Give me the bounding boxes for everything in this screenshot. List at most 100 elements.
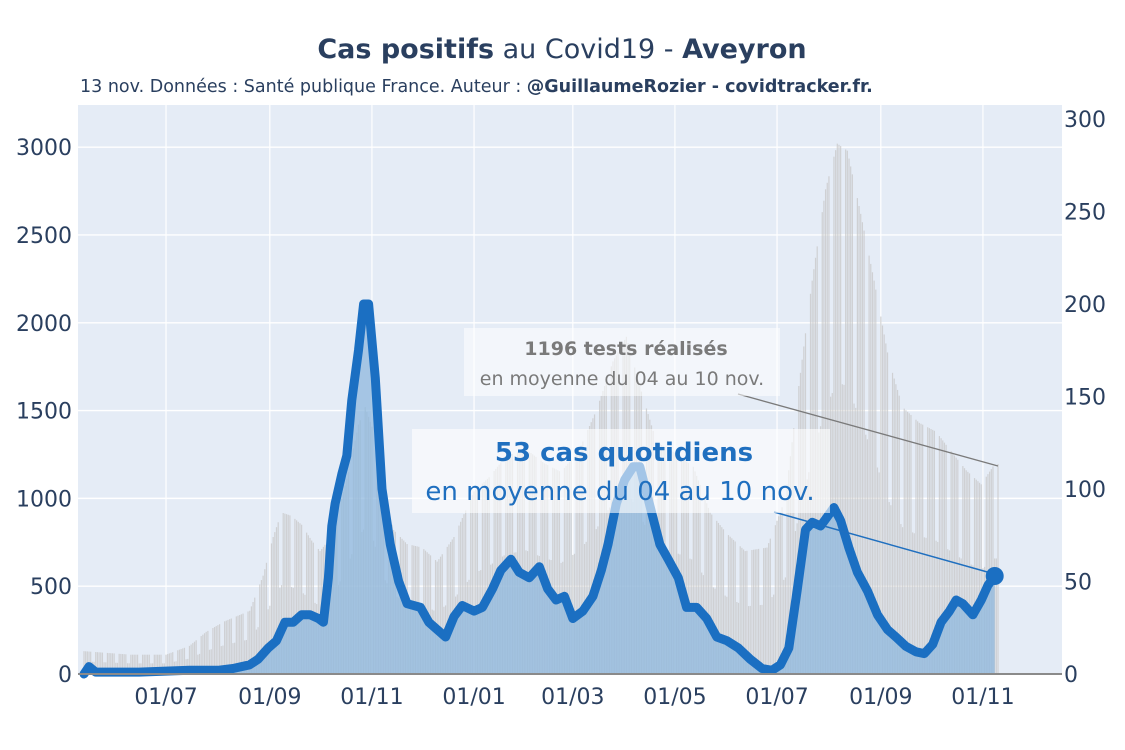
tests-bar: [155, 654, 157, 674]
tests-bar: [448, 544, 450, 674]
cases-annotation: 53 cas quotidiens en moyenne du 04 au 10…: [412, 429, 830, 513]
tests-bar: [98, 652, 100, 674]
tests-bar: [215, 626, 217, 674]
tests-bar: [890, 505, 892, 674]
tests-bar: [915, 419, 917, 674]
tests-bar: [121, 654, 124, 674]
tests-bar: [493, 470, 495, 674]
tests-bar: [602, 390, 604, 674]
tests-bar: [170, 652, 172, 674]
y-left-tick-label: 2500: [16, 224, 72, 249]
tests-bar: [752, 549, 755, 674]
tests-bar: [227, 619, 229, 674]
tests-bar: [208, 649, 211, 674]
tests-bar: [783, 579, 785, 674]
tests-bar: [893, 378, 895, 674]
tests-bar: [307, 535, 309, 674]
tests-bar: [943, 442, 946, 674]
tests-bar: [898, 395, 900, 674]
tests-bar: [937, 541, 939, 674]
tests-bar: [190, 644, 192, 674]
tests-bar: [749, 605, 751, 674]
tests-bar: [873, 280, 875, 674]
tests-bar: [210, 649, 212, 674]
tests-bar: [742, 549, 745, 674]
tests-bar: [488, 477, 490, 674]
tests-bar: [570, 459, 572, 674]
tests-bar: [285, 514, 288, 674]
tests-bar: [868, 255, 870, 674]
y-left-axis: 0 500 1000 1500 2000 2500 3000: [16, 136, 72, 688]
tests-bar: [475, 489, 477, 674]
tests-bar: [786, 484, 788, 674]
tests-bar: [552, 467, 554, 674]
tests-bar: [694, 471, 696, 674]
tests-bar: [101, 652, 104, 674]
tests-bar: [553, 468, 555, 674]
cases-leader-line: [773, 511, 999, 576]
tests-bar: [183, 647, 186, 674]
tests-bar: [578, 449, 581, 674]
tests-bar: [598, 400, 601, 674]
y-right-tick-label: 0: [1064, 663, 1078, 688]
tests-bar: [100, 652, 102, 674]
tests-bar: [876, 467, 879, 674]
tests-bar: [784, 577, 787, 674]
tests-bar: [118, 653, 120, 674]
tests-bar: [182, 648, 184, 674]
tests-bar: [461, 517, 463, 674]
tests-bar: [855, 407, 857, 674]
tests-bar: [165, 654, 167, 674]
tests-bar: [682, 459, 684, 674]
tests-bar: [751, 549, 753, 674]
tests-bar: [938, 436, 941, 674]
tests-bar: [309, 537, 311, 674]
tests-bar: [167, 654, 169, 674]
x-tick-label: 01/05: [643, 685, 706, 710]
y-left-tick-label: 500: [30, 575, 72, 600]
tests-bar: [853, 403, 855, 674]
tests-bar: [254, 597, 256, 674]
tests-bar: [799, 372, 802, 674]
tests-bar: [903, 408, 905, 674]
tests-bar: [289, 515, 291, 674]
x-tick-label: 01/11: [340, 685, 403, 710]
tests-bar: [225, 620, 227, 674]
tests-bar: [957, 459, 959, 674]
tests-bar: [247, 611, 249, 674]
tests-bar: [870, 263, 872, 674]
tests-bar: [778, 516, 780, 674]
tests-bar: [532, 454, 534, 674]
tests-bar: [866, 439, 869, 674]
tests-bar: [257, 627, 259, 674]
tests-bar: [207, 630, 209, 674]
tests-bar: [131, 654, 134, 674]
tests-bar: [264, 569, 266, 674]
tests-bar: [828, 176, 830, 675]
tests-bar: [575, 453, 577, 674]
tests-bar: [250, 606, 253, 674]
tests-bar: [528, 451, 530, 674]
tests-bar: [888, 502, 890, 674]
tests-bar: [458, 525, 460, 674]
tests-bar: [764, 547, 766, 674]
tests-bar: [878, 472, 880, 674]
tests-bar: [761, 604, 763, 674]
tests-bar: [901, 527, 904, 674]
tests-bar: [237, 615, 239, 674]
tests-bar: [793, 428, 795, 674]
tests-bar: [953, 455, 956, 674]
x-tick-label: 01/09: [849, 685, 912, 710]
tests-bar: [441, 554, 443, 674]
tests-bar: [773, 594, 775, 674]
tests-bar: [917, 421, 919, 674]
tests-bar: [255, 629, 258, 674]
tests-bar: [192, 643, 194, 674]
tests-bar: [143, 654, 145, 674]
tests-bar: [299, 523, 301, 674]
tests-annotation-detail: en moyenne du 04 au 10 nov.: [480, 368, 764, 390]
tests-bar: [605, 381, 607, 674]
tests-bar: [580, 445, 582, 674]
tests-bar: [965, 470, 967, 674]
tests-bar: [851, 174, 853, 674]
